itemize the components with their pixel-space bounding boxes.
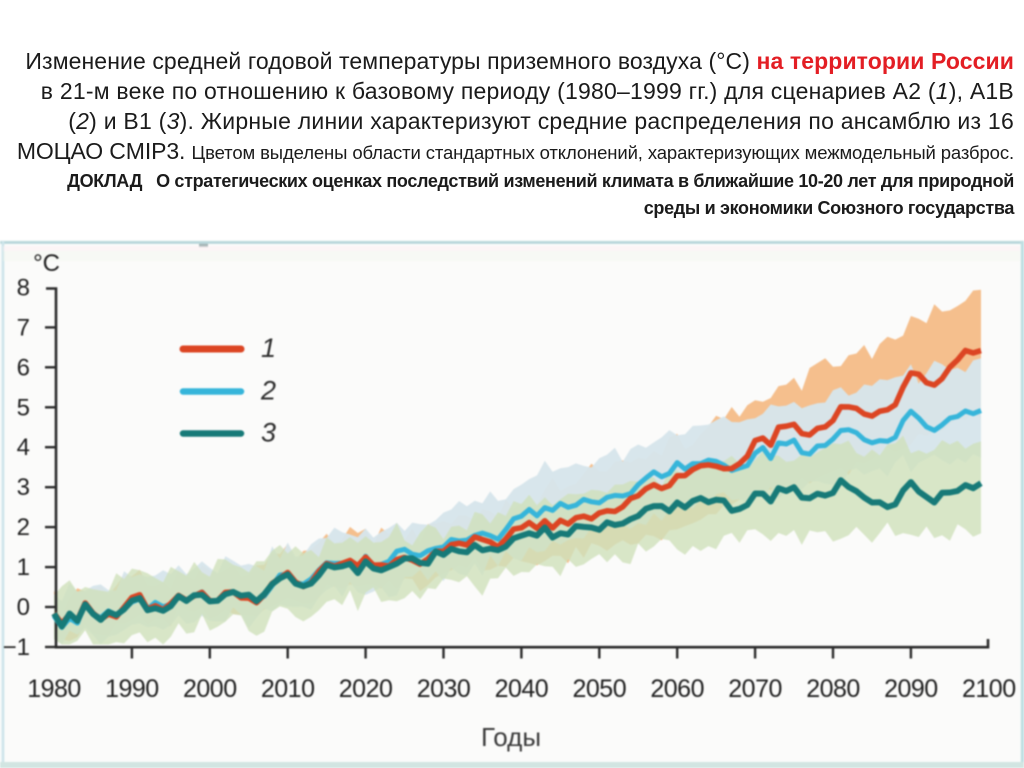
svg-text:°C: °C [33,250,60,277]
svg-text:2: 2 [260,376,276,406]
svg-text:−1: −1 [3,634,30,661]
svg-text:2050: 2050 [572,675,626,703]
svg-text:2070: 2070 [728,675,782,703]
svg-text:2080: 2080 [806,675,860,703]
svg-text:2000: 2000 [183,675,237,703]
svg-text:2060: 2060 [650,675,704,703]
svg-text:1980: 1980 [27,675,81,703]
svg-text:2090: 2090 [884,675,938,703]
svg-text:1990: 1990 [105,675,159,703]
svg-text:6: 6 [17,354,30,381]
svg-text:3: 3 [261,418,276,448]
svg-text:Годы: Годы [481,722,541,752]
svg-text:7: 7 [17,314,30,341]
svg-text:1: 1 [17,554,30,581]
svg-text:3: 3 [17,474,30,501]
svg-text:2020: 2020 [339,675,393,703]
svg-text:2: 2 [17,514,30,541]
svg-text:0: 0 [17,594,30,621]
svg-text:4: 4 [17,434,30,461]
svg-text:8: 8 [17,274,30,301]
svg-text:5: 5 [17,394,30,421]
svg-text:2040: 2040 [495,675,549,703]
svg-text:2030: 2030 [417,675,471,703]
svg-text:2100: 2100 [962,675,1016,703]
svg-text:1: 1 [261,333,276,363]
svg-text:2010: 2010 [261,675,315,703]
